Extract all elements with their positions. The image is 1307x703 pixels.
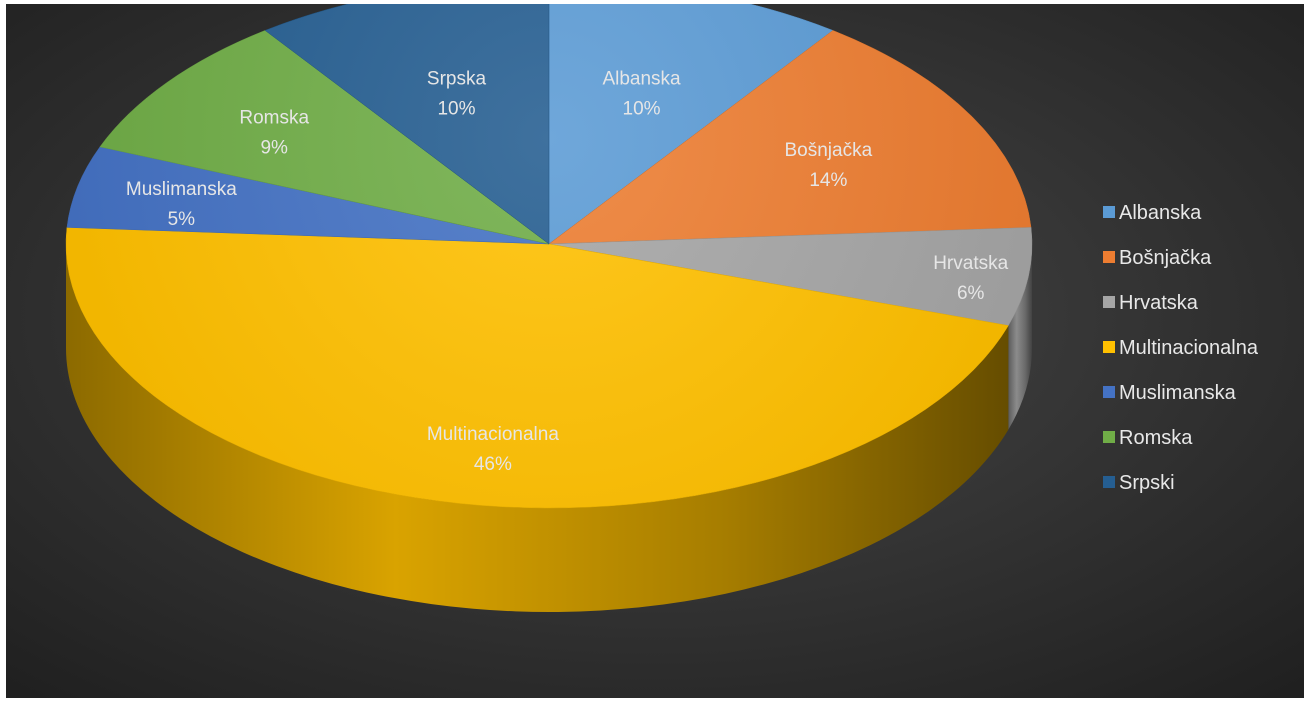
data-label-category: Srpska [427,68,487,89]
data-label-value: 5% [168,209,196,230]
legend-label-bosnjacka: Bošnjačka [1119,247,1212,269]
data-label-category: Hrvatska [933,253,1008,274]
legend-label-muslimanska: Muslimanska [1119,382,1237,404]
legend-label-srpski: Srpski [1119,472,1175,494]
data-label-category: Multinacionalna [427,424,559,445]
pie-slice-multinacionalna[interactable] [65,227,1009,509]
data-label-category: Romska [239,107,309,128]
legend-label-hrvatska: Hrvatska [1119,292,1199,314]
legend-swatch-hrvatska [1103,296,1115,308]
pie-sides [66,244,1032,613]
data-label-value: 6% [957,283,985,304]
data-label-category: Albanska [602,68,681,89]
data-label-category: Muslimanska [126,179,237,200]
legend-swatch-muslimanska [1103,386,1115,398]
data-label-value: 14% [809,170,847,191]
data-label-value: 46% [474,454,512,475]
pie-slice-romska[interactable] [99,30,550,245]
legend-swatch-bosnjacka [1103,251,1115,263]
pie-tops [65,4,1033,509]
data-label-category: Bošnjačka [785,140,873,161]
legend-label-albanska: Albanska [1119,202,1202,224]
data-label-value: 10% [437,98,475,119]
legend-swatch-srpski [1103,476,1115,488]
pie-slice-hrvatska[interactable] [548,227,1033,326]
pie-slice-albanska[interactable] [548,4,834,245]
data-label-value: 10% [623,98,661,119]
legend-swatch-romska [1103,431,1115,443]
pie-slice-srpski[interactable] [264,4,550,245]
pie-side-multinacionalna [66,244,1009,613]
legend-label-romska: Romska [1119,427,1193,449]
legend-label-multinacionalna: Multinacionalna [1119,337,1259,359]
pie-slice-muslimanska[interactable] [66,146,550,245]
pie-slice-bosnjacka[interactable] [548,30,1032,245]
pie-data-labels: Srpska 10% Albanska 10% Bošnjačka 14% Hrvatska… [126,68,1009,475]
pie-chart: Srpska 10% Albanska 10% Bošnjačka 14% Hrvatska… [6,4,1304,698]
pie-side-hrvatska [1008,244,1032,430]
legend-swatch-albanska [1103,206,1115,218]
legend-swatch-multinacionalna [1103,341,1115,353]
legend: Albanska Bošnjačka Hrvatska Multinacionalna… [1103,202,1259,494]
data-label-value: 9% [260,137,288,158]
chart-canvas: Srpska 10% Albanska 10% Bošnjačka 14% Hrvatska… [6,4,1304,698]
